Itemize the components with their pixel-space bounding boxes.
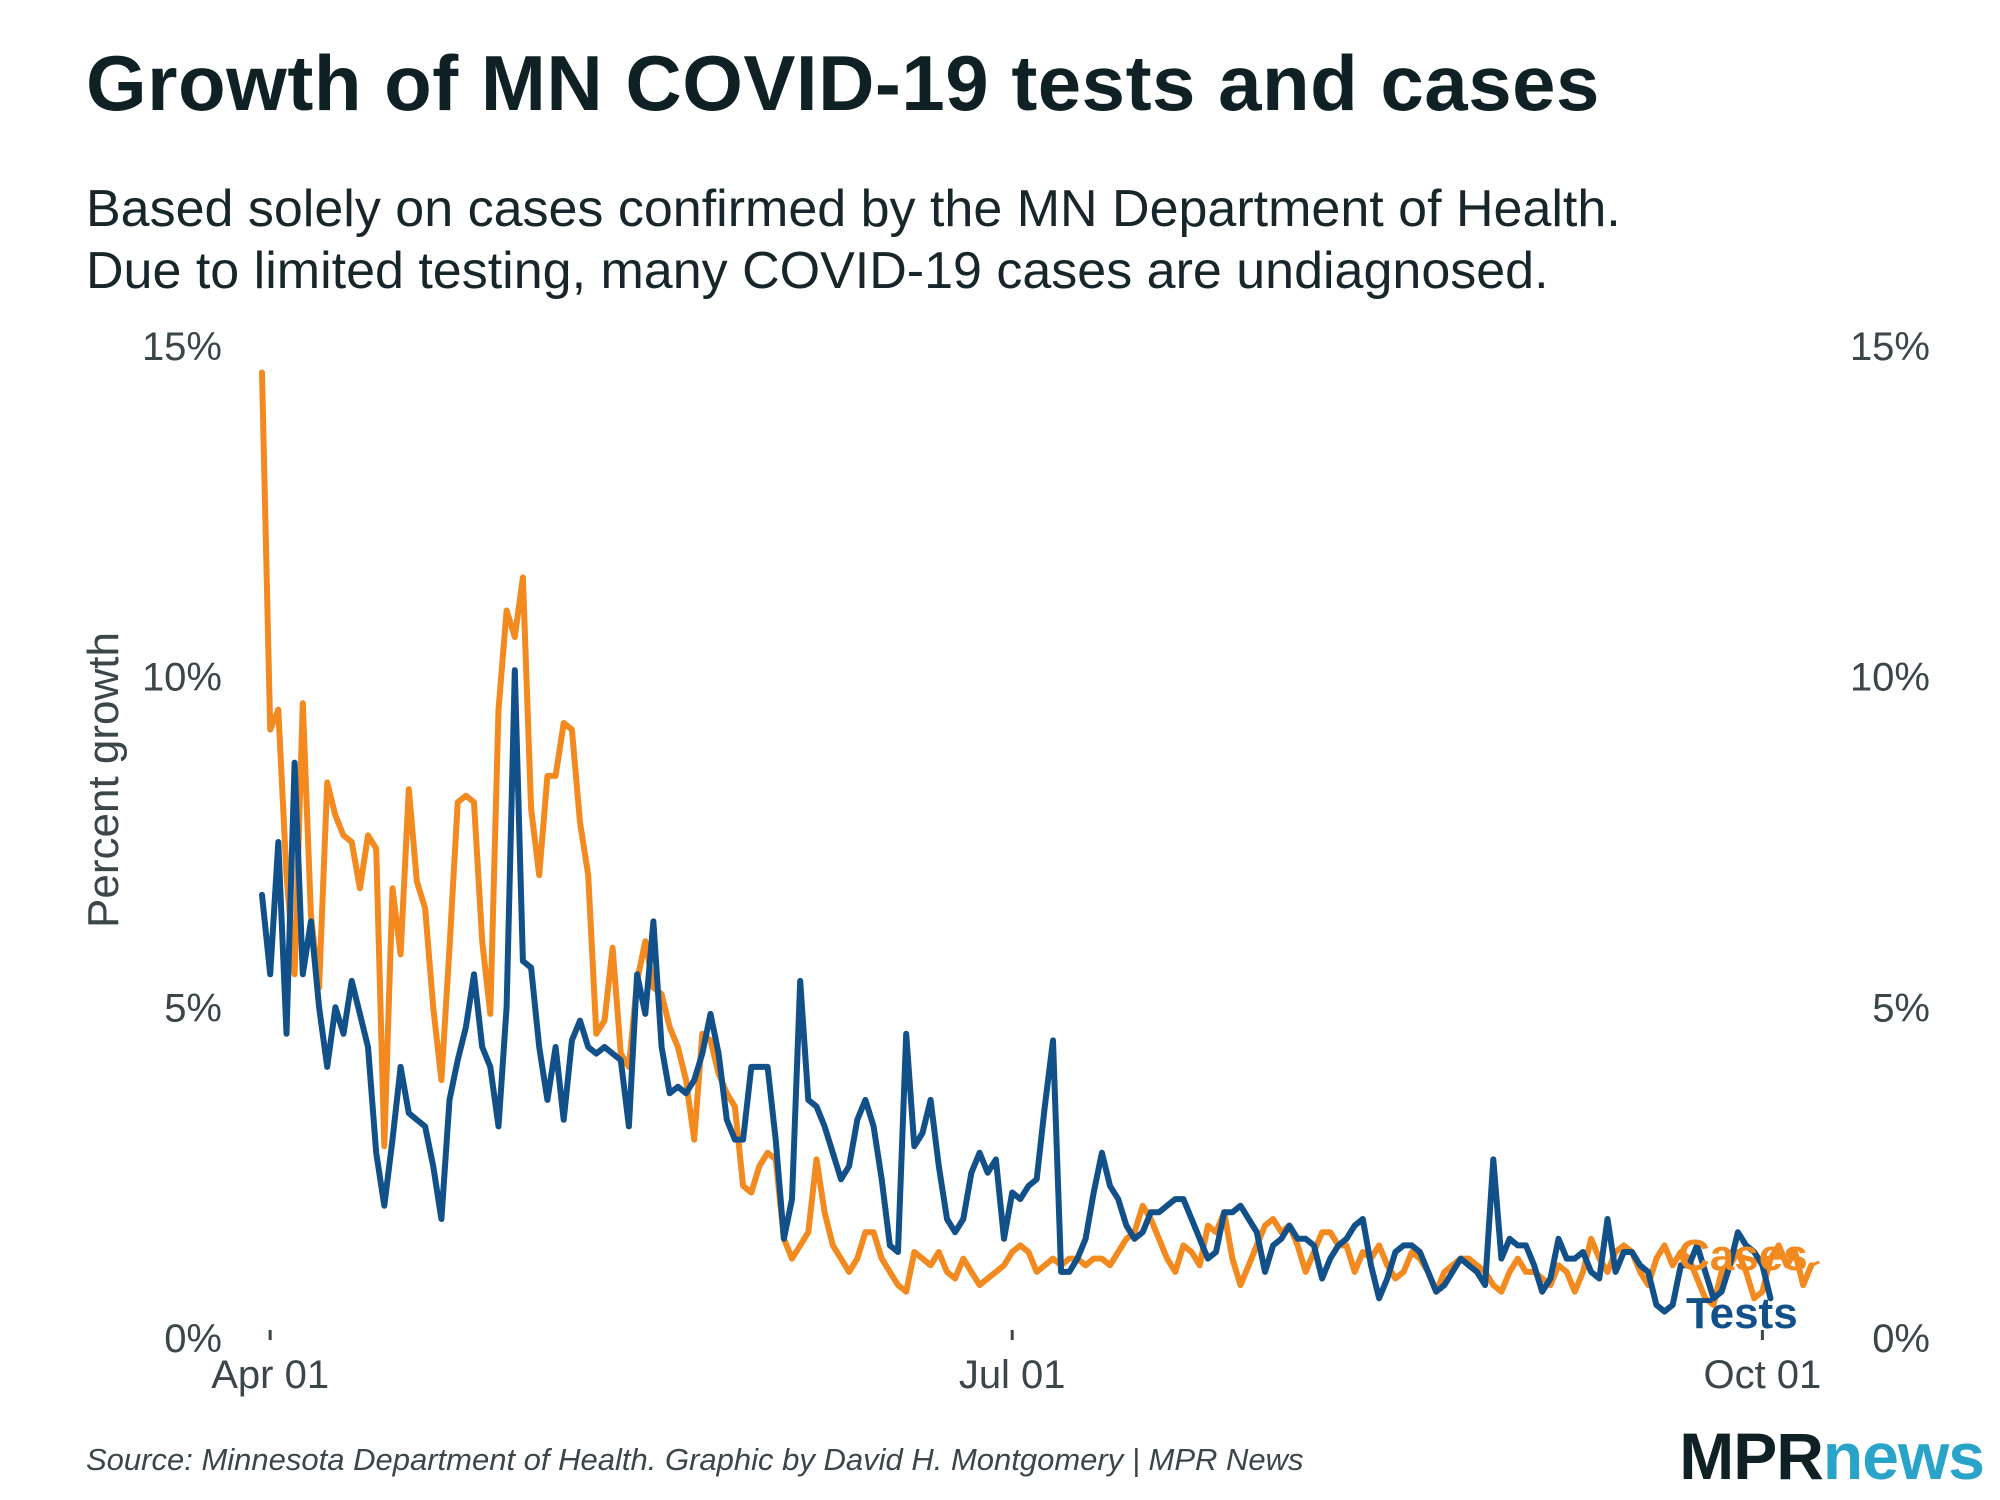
logo-mpr: MPR bbox=[1679, 1419, 1824, 1493]
series-labels: Cases Tests bbox=[1678, 1231, 1820, 1338]
x-tick-label: Jul 01 bbox=[959, 1353, 1066, 1397]
x-axis: Apr 01 Jul 01 Oct 01 bbox=[211, 1330, 1821, 1397]
y-tick-label-left: 10% bbox=[142, 656, 222, 700]
y-tick-label-right: 5% bbox=[1872, 986, 1930, 1030]
series-label-cases: Cases bbox=[1678, 1231, 1808, 1280]
series-line-tests bbox=[259, 667, 1774, 1315]
y-tick-label-left: 5% bbox=[164, 986, 222, 1030]
y-tick-label-left: 0% bbox=[164, 1317, 222, 1361]
logo-news: news bbox=[1822, 1419, 1985, 1493]
chart-title: Growth of MN COVID-19 tests and cases bbox=[86, 39, 1600, 127]
y-tick-label-right: 10% bbox=[1850, 656, 1930, 700]
series-label-tests: Tests bbox=[1686, 1289, 1798, 1338]
cases-label-leader bbox=[1810, 1260, 1820, 1267]
y-tick-label-left: 15% bbox=[142, 325, 222, 369]
subtitle-line-1: Based solely on cases confirmed by the M… bbox=[86, 180, 1621, 238]
series-layer bbox=[259, 369, 1815, 1315]
source-note: Source: Minnesota Department of Health. … bbox=[86, 1442, 1304, 1477]
x-tick-label: Apr 01 bbox=[211, 1353, 329, 1397]
chart-subtitle: Based solely on cases confirmed by the M… bbox=[86, 178, 1946, 302]
x-tick-label: Oct 01 bbox=[1703, 1353, 1821, 1397]
y-axis-title: Percent growth bbox=[79, 632, 128, 928]
y-axis-left: 0% 5% 10% 15% bbox=[142, 325, 222, 1361]
y-tick-label-right: 0% bbox=[1872, 1317, 1930, 1361]
mpr-news-logo: MPRnews bbox=[1679, 1418, 1985, 1494]
y-axis-right: 0% 5% 10% 15% bbox=[1850, 325, 1930, 1361]
subtitle-line-2: Due to limited testing, many COVID-19 ca… bbox=[86, 242, 1549, 300]
y-tick-label-right: 15% bbox=[1850, 325, 1930, 369]
